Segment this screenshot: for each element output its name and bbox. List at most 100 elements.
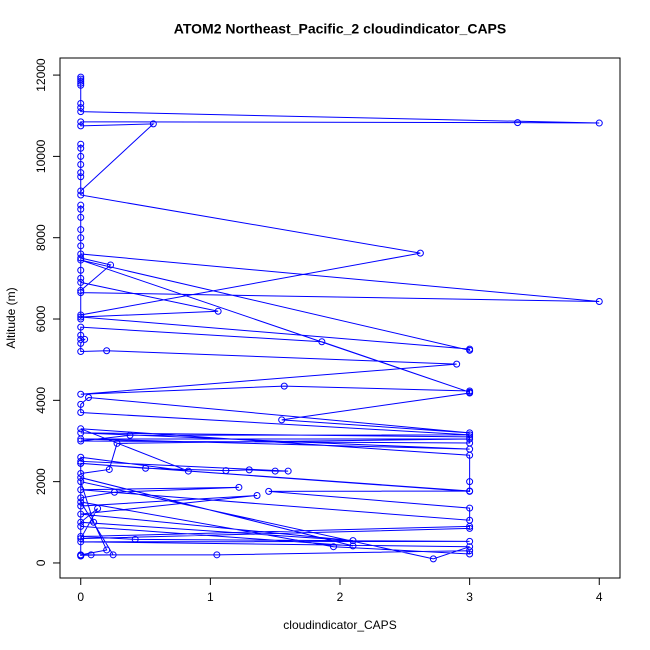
point <box>103 347 111 355</box>
point <box>77 510 85 518</box>
point <box>77 311 85 319</box>
point <box>77 390 85 398</box>
point <box>77 339 85 347</box>
point <box>110 488 118 496</box>
y-tick-label: 2000 <box>34 468 48 495</box>
point <box>77 437 85 445</box>
point <box>77 470 85 478</box>
y-axis-label: Altitude (m) <box>4 287 18 348</box>
line <box>79 77 600 560</box>
point <box>77 289 85 297</box>
point <box>214 307 222 315</box>
point <box>77 552 85 560</box>
point <box>77 474 85 482</box>
point <box>77 498 85 506</box>
y-tick-label: 6000 <box>34 305 48 332</box>
point <box>349 537 357 545</box>
point <box>77 331 85 339</box>
y-tick-label: 4000 <box>34 387 48 414</box>
point <box>77 256 85 264</box>
point <box>265 487 273 495</box>
point <box>77 533 85 541</box>
point <box>466 504 474 512</box>
point <box>77 140 85 148</box>
x-tick-label: 3 <box>466 590 473 604</box>
point <box>131 535 139 543</box>
point <box>77 274 85 282</box>
point <box>253 491 261 499</box>
x-tick-label: 2 <box>337 590 344 604</box>
point <box>77 315 85 323</box>
point <box>514 119 522 127</box>
point <box>77 502 85 510</box>
point <box>77 161 85 169</box>
point <box>77 535 85 543</box>
point <box>77 169 85 177</box>
point <box>81 335 89 343</box>
plot-frame <box>59 57 621 579</box>
point <box>184 467 192 475</box>
point <box>87 551 95 559</box>
point <box>77 435 85 443</box>
point <box>77 100 85 108</box>
point <box>85 393 93 401</box>
point <box>77 425 85 433</box>
point <box>77 494 85 502</box>
point <box>77 335 85 343</box>
point <box>278 416 286 424</box>
point <box>466 387 474 395</box>
point <box>213 551 221 559</box>
point <box>77 187 85 195</box>
point <box>77 459 85 467</box>
point <box>77 144 85 152</box>
x-tick-label: 1 <box>207 590 214 604</box>
point <box>77 191 85 199</box>
point <box>466 537 474 545</box>
point <box>90 518 98 526</box>
point <box>466 524 474 532</box>
point <box>109 551 117 559</box>
point <box>284 467 292 475</box>
point <box>77 226 85 234</box>
point <box>77 254 85 262</box>
point <box>77 278 85 286</box>
point <box>235 483 243 491</box>
point <box>77 522 85 530</box>
point <box>416 249 424 257</box>
point <box>595 298 603 306</box>
x-tick-label: 0 <box>77 590 84 604</box>
point <box>103 546 111 554</box>
point <box>466 431 474 439</box>
point <box>466 487 474 495</box>
point <box>77 79 85 87</box>
point <box>280 382 288 390</box>
point <box>466 478 474 486</box>
point <box>77 122 85 130</box>
point <box>77 313 85 321</box>
point <box>245 466 253 474</box>
point <box>77 266 85 274</box>
point <box>77 348 85 356</box>
point <box>77 205 85 213</box>
point <box>466 389 474 397</box>
point <box>77 400 85 408</box>
point <box>105 465 113 473</box>
point <box>149 120 157 128</box>
point <box>271 467 279 475</box>
point <box>77 173 85 181</box>
point <box>77 242 85 250</box>
y-tick-label: 12000 <box>34 58 48 92</box>
point <box>466 451 474 459</box>
point <box>77 478 85 486</box>
point <box>77 409 85 417</box>
point <box>429 555 437 563</box>
point <box>77 287 85 295</box>
point <box>77 323 85 331</box>
x-tick-label: 4 <box>596 590 603 604</box>
point <box>466 547 474 555</box>
point <box>94 504 102 512</box>
point <box>77 538 85 546</box>
point <box>349 542 357 550</box>
point <box>77 81 85 89</box>
